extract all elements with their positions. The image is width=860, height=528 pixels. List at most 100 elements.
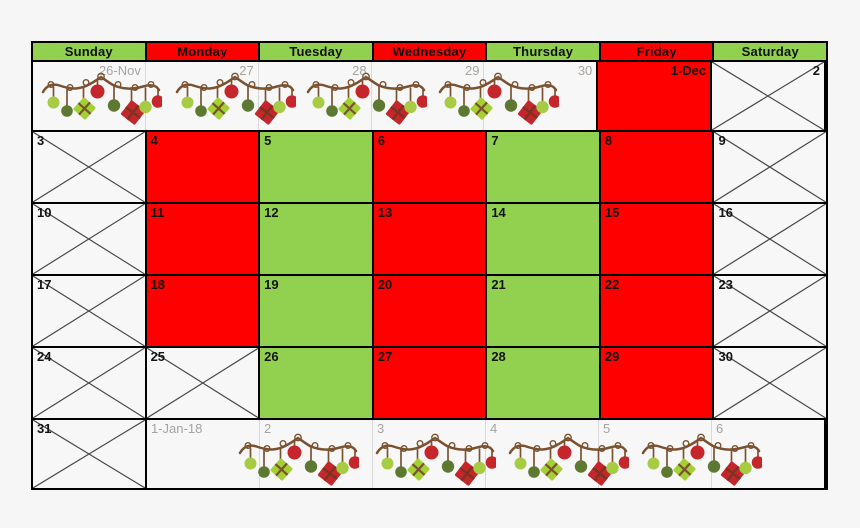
day-cell-9[interactable]: 9	[714, 132, 826, 202]
week-row-4: 17 18 19 20 21 22 23	[33, 276, 826, 348]
weekday-header-sunday: Sunday	[33, 43, 147, 60]
day-cell-1-jan-18[interactable]: 1-Jan-18	[147, 420, 260, 488]
day-number: 28	[352, 63, 367, 78]
day-number: 4	[490, 421, 498, 436]
day-number: 16	[718, 205, 733, 220]
weekday-header-friday: Friday	[600, 43, 715, 60]
day-number: 2	[264, 421, 272, 436]
day-number: 13	[377, 205, 393, 220]
day-number: 9	[718, 133, 726, 148]
crossed-out-x-icon	[714, 348, 826, 418]
day-cell-30[interactable]: 30	[714, 348, 826, 418]
crossed-out-x-icon	[33, 348, 145, 418]
day-cell-22[interactable]: 22	[600, 276, 715, 346]
day-number: 26-Nov	[98, 63, 141, 78]
day-number: 18	[150, 277, 166, 292]
week-row-6: 31 1-Jan-18 2 3 4 5 6	[33, 420, 826, 488]
day-number: 23	[718, 277, 733, 292]
day-cell-15[interactable]: 15	[600, 204, 715, 274]
weekday-header-wednesday: Wednesday	[373, 43, 488, 60]
week-row-3: 10 11 12 13 14 15 16	[33, 204, 826, 276]
day-cell-27[interactable]: 27	[373, 348, 488, 418]
day-cell-6[interactable]: 6	[373, 132, 488, 202]
day-cell-4[interactable]: 4	[486, 420, 599, 488]
day-cell-29[interactable]: 29	[600, 348, 715, 418]
crossed-out-x-icon	[714, 276, 826, 346]
day-number: 27	[239, 63, 254, 78]
day-number: 3	[377, 421, 385, 436]
weekday-header-monday: Monday	[146, 43, 261, 60]
day-cell-14[interactable]: 14	[487, 204, 601, 274]
day-cell-31[interactable]: 31	[33, 420, 147, 488]
day-number: 5	[603, 421, 611, 436]
day-number: 29	[464, 63, 480, 78]
day-cell-30[interactable]: 30	[484, 62, 599, 130]
day-cell-25[interactable]: 25	[147, 348, 261, 418]
day-number: 2	[812, 63, 821, 78]
day-cell-19[interactable]: 19	[260, 276, 374, 346]
day-cell-1-dec[interactable]: 1-Dec	[598, 62, 713, 130]
day-number: 3	[37, 133, 45, 148]
day-number: 25	[150, 349, 166, 364]
day-cell-10[interactable]: 10	[33, 204, 147, 274]
day-cell-26[interactable]: 26	[260, 348, 374, 418]
day-cell-6[interactable]: 6	[712, 420, 826, 488]
day-cell-12[interactable]: 12	[260, 204, 374, 274]
day-cell-27[interactable]: 27	[146, 62, 259, 130]
day-number: 24	[37, 349, 52, 364]
day-number: 19	[264, 277, 279, 292]
day-cell-4[interactable]: 4	[146, 132, 261, 202]
day-cell-28[interactable]: 28	[259, 62, 372, 130]
day-number: 26	[264, 349, 279, 364]
weekday-header-saturday: Saturday	[714, 43, 827, 60]
day-number: 12	[264, 205, 279, 220]
day-cell-3[interactable]: 3	[373, 420, 486, 488]
day-number: 5	[264, 133, 272, 148]
day-cell-16[interactable]: 16	[714, 204, 826, 274]
day-cell-3[interactable]: 3	[33, 132, 147, 202]
day-number: 30	[577, 63, 593, 78]
day-cell-2[interactable]: 2	[712, 62, 827, 130]
calendar-grid: Sunday Monday Tuesday Wednesday Thursday Frid…	[31, 41, 828, 490]
weekday-header-row: Sunday Monday Tuesday Wednesday Thursday Frid…	[31, 41, 828, 62]
day-number: 27	[377, 349, 393, 364]
day-number: 20	[377, 277, 393, 292]
day-cell-21[interactable]: 21	[487, 276, 601, 346]
calendar-body: 26-Nov 27 28 29 30 1-Dec 2 3 4 5 6 7 8 9 10 11 12 13 14 15 1…	[31, 60, 828, 490]
crossed-out-x-icon	[33, 276, 145, 346]
crossed-out-x-icon	[714, 132, 826, 202]
day-cell-28[interactable]: 28	[487, 348, 601, 418]
crossed-out-x-icon	[714, 204, 826, 274]
crossed-out-x-icon	[712, 62, 824, 130]
day-number: 28	[491, 349, 506, 364]
day-number: 17	[37, 277, 52, 292]
day-cell-7[interactable]: 7	[487, 132, 601, 202]
day-cell-20[interactable]: 20	[373, 276, 488, 346]
week-row-5: 24 25 26 27 28 29 30	[33, 348, 826, 420]
day-number: 7	[491, 133, 499, 148]
day-number: 21	[491, 277, 506, 292]
day-cell-13[interactable]: 13	[373, 204, 488, 274]
crossed-out-x-icon	[33, 420, 145, 488]
crossed-out-x-icon	[33, 204, 145, 274]
day-cell-26-nov[interactable]: 26-Nov	[33, 62, 146, 130]
day-cell-5[interactable]: 5	[599, 420, 712, 488]
day-cell-18[interactable]: 18	[146, 276, 261, 346]
day-number: 6	[716, 421, 724, 436]
day-cell-8[interactable]: 8	[600, 132, 715, 202]
day-number: 10	[37, 205, 52, 220]
crossed-out-x-icon	[147, 348, 259, 418]
day-number: 6	[377, 133, 385, 148]
day-cell-2[interactable]: 2	[260, 420, 373, 488]
day-cell-5[interactable]: 5	[260, 132, 374, 202]
weekday-header-tuesday: Tuesday	[260, 43, 374, 60]
day-cell-11[interactable]: 11	[146, 204, 261, 274]
day-cell-29[interactable]: 29	[372, 62, 485, 130]
day-number: 11	[150, 205, 165, 220]
day-cell-24[interactable]: 24	[33, 348, 147, 418]
day-cell-17[interactable]: 17	[33, 276, 147, 346]
day-number: 8	[604, 133, 613, 148]
day-cell-23[interactable]: 23	[714, 276, 826, 346]
crossed-out-x-icon	[33, 132, 145, 202]
